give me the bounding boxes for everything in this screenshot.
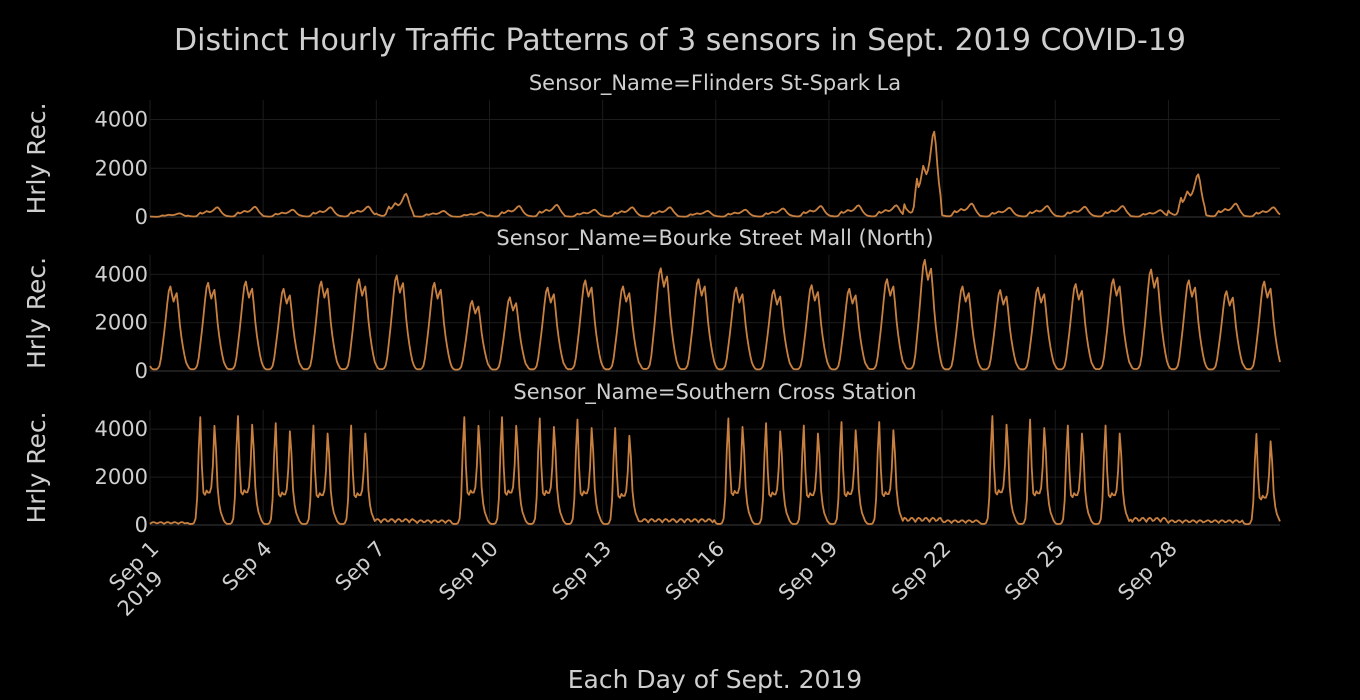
x-tick-label: Sep 28 [1113,536,1182,605]
series-line [149,130,1281,218]
y-tick-label: 2000 [95,465,148,489]
y-tick-label: 4000 [95,417,148,441]
x-tick-label: Sep 16 [661,536,730,605]
y-tick-label: 4000 [95,108,148,132]
panel-title: Sensor_Name=Bourke Street Mall (North) [496,226,933,251]
panel-title: Sensor_Name=Southern Cross Station [513,380,916,405]
x-tick: Sep 13 [547,536,616,605]
y-tick-label: 0 [135,513,148,537]
x-tick: Sep 4 [217,536,276,595]
y-axis-label: Hrly Rec. [22,102,51,214]
y-tick-label: 2000 [95,156,148,180]
x-tick-label: Sep 25 [1000,536,1069,605]
y-tick-label: 4000 [95,262,148,286]
x-tick: Sep 19 [774,536,843,605]
y-axis-label: Hrly Rec. [22,411,51,523]
x-tick: Sep 7 [331,536,390,595]
y-tick-label: 0 [135,205,148,229]
panel-3: 0 2000 4000 Sensor_Name=Southern Cross Stat… [22,380,1281,537]
x-tick-label: Sep 4 [217,536,276,595]
series-line [149,415,1281,525]
x-tick-label: Sep 19 [774,536,843,605]
y-tick-label: 2000 [95,311,148,335]
x-tick-label: Sep 22 [887,536,956,605]
panel-2: 0 2000 4000 Sensor_Name=Bourke Street Mall … [22,226,1281,383]
panels: 0 2000 4000 Sensor_Name=Flinders St-Spark L… [22,71,1281,537]
x-axis-label: Each Day of Sept. 2019 [568,665,862,694]
x-tick: Sep 16 [661,536,730,605]
panel-1: 0 2000 4000 Sensor_Name=Flinders St-Spark L… [22,71,1281,229]
x-tick: Sep 28 [1113,536,1182,605]
y-axis-label: Hrly Rec. [22,257,51,369]
x-tick-label: Sep 10 [434,536,503,605]
x-tick-label: Sep 7 [331,536,390,595]
series-line [149,258,1281,371]
x-tick: Sep 22 [887,536,956,605]
panel-title: Sensor_Name=Flinders St-Spark La [529,71,901,96]
chart-title: Distinct Hourly Traffic Patterns of 3 se… [174,23,1186,58]
x-tick-label: Sep 13 [547,536,616,605]
x-tick: Sep 10 [434,536,503,605]
x-tick: Sep 25 [1000,536,1069,605]
y-tick-label: 0 [135,359,148,383]
